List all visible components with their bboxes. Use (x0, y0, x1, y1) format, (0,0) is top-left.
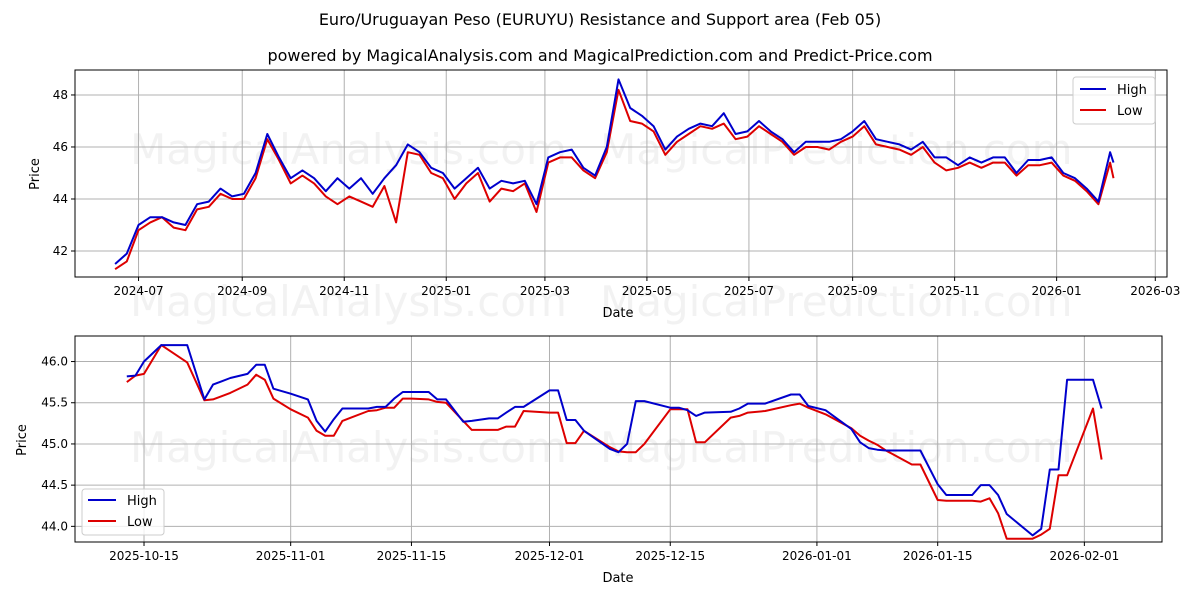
x-tick-label: 2025-11 (930, 284, 980, 298)
series-low-line (126, 344, 1103, 540)
x-tick-label: 2024-11 (319, 284, 369, 298)
top-series (114, 78, 1115, 271)
x-tick-label: 2024-09 (217, 284, 267, 298)
legend-high-label: High (127, 494, 157, 509)
y-tick-label: 42 (53, 244, 68, 258)
top-y-axis-label: Price (28, 158, 43, 190)
legend-low-label: Low (127, 515, 153, 530)
watermark-analysis: MagicalAnalysis.com (130, 125, 567, 174)
bottom-x-axis-label: Date (602, 571, 633, 586)
x-tick-label: 2025-11-01 (256, 549, 326, 563)
series-low-line (114, 88, 1115, 271)
top-legend: High Low (1072, 76, 1156, 125)
legend-low-label: Low (1117, 104, 1143, 119)
watermark-analysis: MagicalAnalysis.com (130, 423, 567, 472)
y-tick-label: 44.5 (41, 478, 68, 492)
watermark-prediction: MagicalPrediction.com (600, 125, 1073, 174)
x-tick-label: 2024-07 (113, 284, 163, 298)
x-tick-label: 2026-01-01 (782, 549, 852, 563)
bottom-y-axis-label: Price (15, 424, 30, 456)
x-tick-label: 2025-12-15 (635, 549, 705, 563)
watermark-prediction: MagicalPrediction.com (600, 423, 1073, 472)
y-tick-label: 44.0 (41, 519, 68, 533)
chart-subtitle: powered by MagicalAnalysis.com and Magic… (267, 46, 933, 65)
y-tick-label: 46.0 (41, 355, 68, 369)
y-tick-label: 48 (53, 88, 68, 102)
series-high-line (114, 78, 1115, 265)
y-tick-label: 45.0 (41, 437, 68, 451)
x-tick-label: 2025-09 (828, 284, 878, 298)
bottom-plot-area (75, 336, 1162, 542)
x-tick-label: 2025-10-15 (109, 549, 179, 563)
y-tick-label: 45.5 (41, 396, 68, 410)
bottom-series (126, 344, 1103, 540)
legend-high-label: High (1117, 83, 1147, 98)
bottom-chart: MagicalAnalysis.com MagicalPrediction.co… (15, 335, 1163, 586)
x-tick-label: 2025-11-15 (377, 549, 447, 563)
top-x-axis-label: Date (602, 306, 633, 321)
chart-title: Euro/Uruguayan Peso (EURUYU) Resistance … (318, 10, 882, 29)
bottom-axis-ticks: 44.0 44.5 45.0 45.5 46.0 2025-10-15 2025-11-01… (41, 355, 1119, 563)
watermark-prediction: MagicalPrediction.com (600, 277, 1073, 326)
top-plot-frame (74, 69, 1168, 278)
y-tick-label: 46 (53, 140, 68, 154)
x-tick-label: 2025-01 (421, 284, 471, 298)
x-tick-label: 2026-03 (1130, 284, 1180, 298)
series-high-line (126, 344, 1103, 537)
x-tick-label: 2025-12-01 (515, 549, 585, 563)
top-axis-ticks: 42 44 46 48 2024-07 2024-09 2024-11 2025-01 2025… (53, 88, 1181, 298)
x-tick-label: 2026-01 (1032, 284, 1082, 298)
top-chart: MagicalAnalysis.com MagicalPrediction.co… (28, 69, 1181, 326)
top-watermarks: MagicalAnalysis.com MagicalPrediction.co… (130, 125, 1073, 326)
y-tick-label: 44 (53, 192, 68, 206)
x-tick-label: 2026-02-01 (1049, 549, 1119, 563)
x-tick-label: 2026-01-15 (903, 549, 973, 563)
bottom-legend: High Low (81, 488, 165, 536)
bottom-watermarks: MagicalAnalysis.com MagicalPrediction.co… (130, 423, 1073, 472)
watermark-analysis: MagicalAnalysis.com (130, 277, 567, 326)
x-tick-label: 2025-07 (724, 284, 774, 298)
x-tick-label: 2025-03 (520, 284, 570, 298)
x-tick-label: 2025-05 (622, 284, 672, 298)
bottom-plot-frame (74, 335, 1163, 543)
